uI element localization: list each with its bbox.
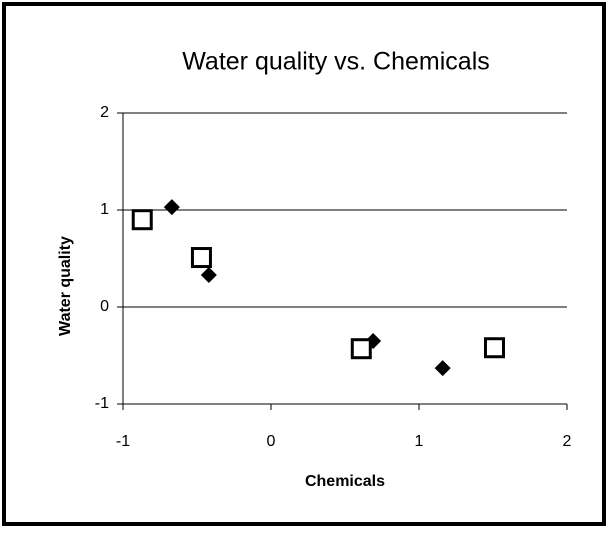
x-tick-label: 2 <box>563 433 572 450</box>
square-marker <box>131 209 153 231</box>
x-tick-label: -1 <box>116 433 130 450</box>
x-tick-label: 1 <box>415 433 424 450</box>
square-marker <box>350 338 372 360</box>
square-marker <box>190 247 212 269</box>
y-tick-label: 1 <box>100 201 109 218</box>
y-axis-label: Water quality <box>57 236 74 336</box>
y-tick-label: 0 <box>100 298 109 315</box>
diamond-marker <box>163 199 180 216</box>
diamond-marker <box>200 266 217 283</box>
y-tick-label: -1 <box>95 395 109 412</box>
chart-title: Water quality vs. Chemicals <box>182 48 490 76</box>
x-tick-label: 0 <box>267 433 276 450</box>
x-axis-label: Chemicals <box>305 473 385 490</box>
y-tick-label: 2 <box>100 104 109 121</box>
chart-border <box>2 2 606 526</box>
square-marker <box>483 337 505 359</box>
diamond-marker <box>434 360 451 377</box>
